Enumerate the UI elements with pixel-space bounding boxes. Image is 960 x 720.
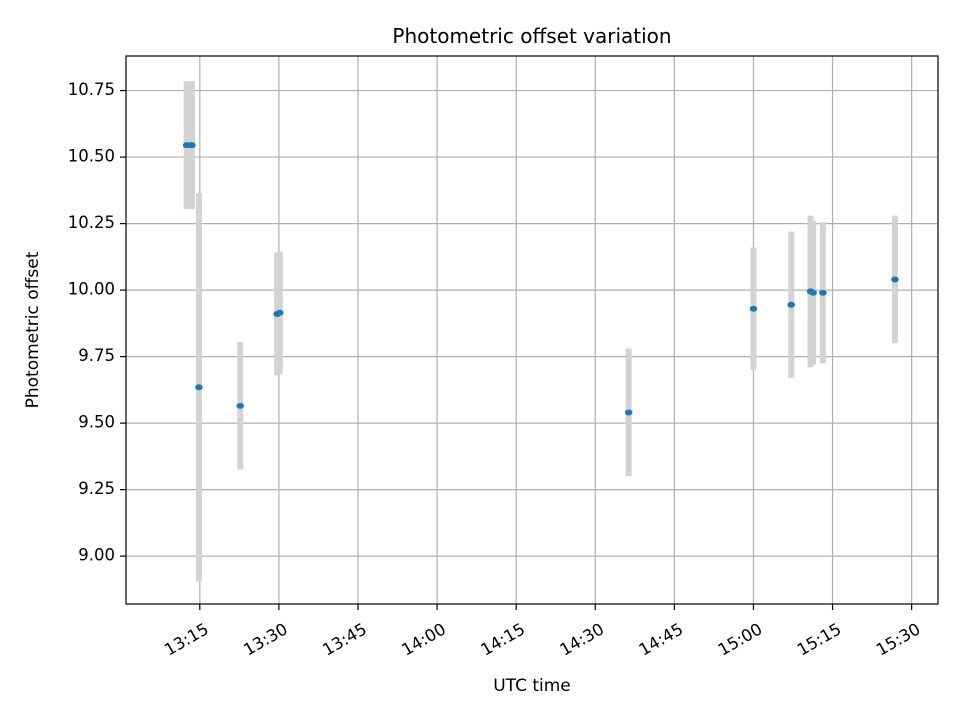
y-tick-label: 10.50 (68, 147, 115, 166)
data-point (236, 402, 245, 409)
y-tick-label: 9.00 (78, 546, 115, 565)
grid (126, 56, 938, 604)
x-tick-label: 15:00 (715, 619, 766, 659)
data-point (819, 289, 827, 296)
y-axis-ticks: 9.00 9.25 9.50 9.75 10.00 10.25 10.50 10.75 (68, 80, 126, 565)
data-points (182, 142, 899, 416)
data-point (749, 305, 758, 312)
data-point (809, 289, 818, 296)
x-tick-label: 13:30 (240, 619, 291, 659)
x-tick-label: 14:15 (477, 619, 528, 659)
data-point (275, 309, 284, 316)
y-tick-label: 9.75 (78, 346, 115, 365)
x-tick-label: 14:30 (557, 619, 608, 659)
x-tick-label: 13:15 (161, 619, 212, 659)
x-tick-label: 14:45 (636, 619, 687, 659)
x-axis-ticks: 13:15 13:30 13:45 14:00 14:15 14:30 14:45 15:00… (161, 604, 924, 660)
x-tick-label: 13:45 (319, 619, 370, 659)
error-bars (183, 81, 898, 582)
data-point (188, 142, 196, 149)
data-point (787, 301, 796, 308)
y-axis-label: Photometric offset (23, 251, 43, 408)
y-tick-label: 10.25 (68, 213, 115, 232)
y-tick-label: 10.00 (68, 280, 115, 299)
data-point (891, 276, 899, 283)
data-point (195, 384, 203, 391)
chart-title: Photometric offset variation (392, 24, 671, 48)
x-tick-label: 14:00 (398, 619, 449, 659)
y-tick-label: 9.50 (78, 413, 115, 432)
data-point (624, 409, 633, 416)
x-axis-label: UTC time (493, 676, 571, 696)
x-tick-label: 15:15 (794, 619, 845, 659)
plot-frame (125, 55, 939, 605)
x-tick-label: 15:30 (873, 619, 924, 659)
y-tick-label: 10.75 (68, 80, 115, 99)
y-tick-label: 9.25 (78, 479, 115, 498)
